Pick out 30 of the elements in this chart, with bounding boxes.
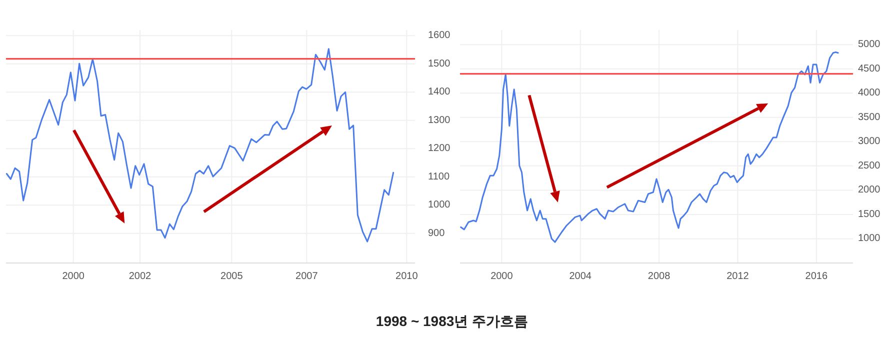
y-tick-label: 1100 bbox=[428, 171, 450, 182]
x-tick-label: 2010 bbox=[396, 271, 418, 282]
y-tick-label: 1300 bbox=[428, 114, 451, 126]
y-tick-label: 2000 bbox=[858, 184, 881, 196]
x-tick-label: 2016 bbox=[805, 271, 828, 282]
x-tick-label: 2008 bbox=[648, 271, 671, 282]
x-tick-label: 2002 bbox=[128, 271, 152, 282]
y-tick-label: 4500 bbox=[858, 63, 881, 74]
y-tick-label: 3500 bbox=[858, 112, 881, 123]
x-tick-label: 2007 bbox=[296, 271, 318, 282]
x-tick-label: 2012 bbox=[726, 271, 750, 282]
y-tick-label: 5000 bbox=[858, 39, 881, 50]
y-tick-label: 3000 bbox=[858, 136, 881, 148]
y-tick-label: 4000 bbox=[858, 88, 881, 99]
x-tick-label: 2004 bbox=[569, 271, 592, 282]
y-tick-label: 2500 bbox=[858, 160, 881, 172]
y-tick-label: 1000 bbox=[858, 233, 881, 244]
x-tick-label: 2000 bbox=[62, 271, 85, 282]
line-series bbox=[460, 51, 839, 243]
x-tick-label: 2000 bbox=[490, 271, 514, 282]
y-tick-label: 1500 bbox=[428, 58, 451, 70]
y-tick-label: 1600 bbox=[428, 30, 451, 42]
y-tick-label: 1200 bbox=[428, 143, 451, 154]
y-tick-label: 1000 bbox=[428, 200, 451, 211]
y-tick-label: 900 bbox=[428, 228, 446, 239]
y-tick-label: 1400 bbox=[428, 86, 451, 98]
x-tick-label: 2005 bbox=[220, 271, 244, 282]
text: 1998 ~ 1983년 주가흐름 bbox=[376, 313, 528, 329]
line-series bbox=[6, 48, 394, 242]
y-tick-label: 1500 bbox=[858, 208, 881, 220]
